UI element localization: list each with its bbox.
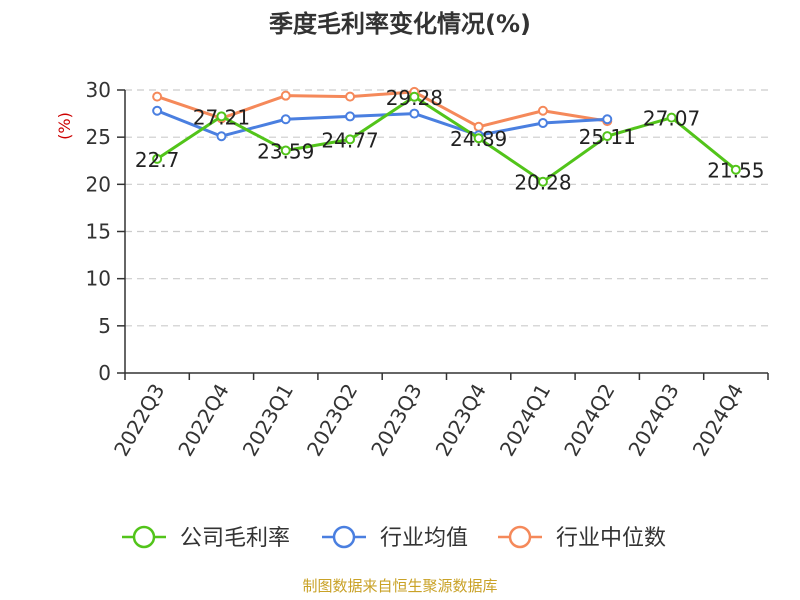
x-tick-label: 2022Q4: [173, 380, 233, 461]
data-point: [152, 105, 163, 116]
data-point: [537, 118, 548, 129]
data-label: 29.28: [386, 86, 443, 110]
series-line-0: [152, 91, 741, 187]
legend-item-2[interactable]: 行业中位数: [498, 525, 666, 551]
data-point: [409, 91, 420, 102]
data-point: [473, 133, 484, 144]
legend-marker: [332, 525, 356, 549]
data-point: [152, 153, 163, 164]
data-point: [216, 131, 227, 142]
data-label: 24.89: [450, 127, 507, 151]
chart-title: 季度毛利率变化情况(%): [269, 10, 531, 38]
data-label: 27.07: [643, 107, 700, 131]
x-tick-label: 2023Q3: [366, 380, 426, 461]
data-point: [280, 145, 291, 156]
data-point: [602, 114, 613, 125]
x-tick-label: 2023Q2: [302, 380, 362, 461]
data-point: [730, 164, 741, 175]
data-point: [537, 176, 548, 187]
data-label: 24.77: [321, 128, 378, 152]
legend-label: 公司毛利率: [180, 526, 290, 551]
data-point: [280, 90, 291, 101]
data-point: [345, 134, 356, 145]
y-tick-label: 25: [86, 125, 111, 149]
y-tick-label: 0: [98, 361, 111, 385]
data-point: [152, 91, 163, 102]
x-tick-label: 2022Q3: [109, 380, 169, 461]
series-path: [156, 109, 608, 138]
y-tick-label: 5: [98, 314, 111, 338]
data-label: 22.7: [135, 148, 180, 172]
y-tick-label: 10: [86, 267, 111, 291]
data-label: 20.28: [514, 171, 571, 195]
legend-item-0[interactable]: 公司毛利率: [122, 525, 290, 551]
x-tick-label: 2024Q1: [495, 380, 555, 461]
data-point: [537, 105, 548, 116]
y-tick-label: 15: [86, 220, 111, 244]
data-label: 27.21: [193, 105, 250, 129]
x-tick-label: 2024Q3: [623, 380, 683, 461]
legend-label: 行业均值: [380, 526, 468, 551]
legend-marker: [508, 525, 532, 549]
data-point: [345, 91, 356, 102]
data-point: [216, 111, 227, 122]
y-tick-label: 30: [86, 78, 111, 102]
data-point: [666, 112, 677, 123]
x-tick-label: 2024Q4: [688, 380, 748, 461]
y-axis-label: (%): [55, 112, 74, 140]
y-tick-label: 20: [86, 172, 111, 196]
series-path: [156, 90, 608, 129]
series-path: [156, 95, 737, 184]
data-labels: 22.7 27.21 23.59 24.77 29.28 24.89 20.28 25.11 2…: [135, 86, 765, 195]
x-tick-label: 2023Q1: [238, 380, 298, 461]
legend-label: 行业中位数: [556, 526, 666, 551]
data-point: [602, 131, 613, 142]
legend-item-1[interactable]: 行业均值: [322, 525, 468, 551]
data-label: 23.59: [257, 139, 314, 163]
x-tick-label: 2024Q2: [559, 380, 619, 461]
legend: 公司毛利率 行业均值 行业中位数: [122, 525, 666, 551]
data-point: [409, 108, 420, 119]
source-note: 制图数据来自恒生聚源数据库: [302, 577, 497, 595]
data-label: 25.11: [579, 125, 636, 149]
legend-marker: [132, 525, 156, 549]
series-group: [152, 86, 741, 187]
data-point: [280, 114, 291, 125]
x-tick-label: 2023Q4: [431, 380, 491, 461]
data-point: [345, 111, 356, 122]
data-label: 21.55: [707, 159, 764, 183]
